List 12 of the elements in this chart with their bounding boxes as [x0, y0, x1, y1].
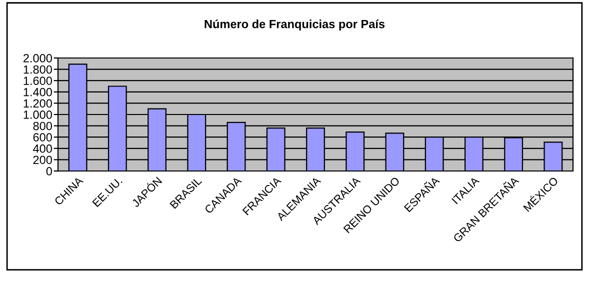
y-tick-label: 800 — [33, 122, 52, 130]
y-tick-label: 1.000 — [24, 110, 52, 119]
y-tick-label: 600 — [33, 133, 52, 142]
y-tick-label: 1.800 — [24, 65, 52, 74]
y-tick-label: 1.200 — [24, 99, 52, 108]
y-tick-label: 400 — [33, 144, 52, 153]
y-tick-label: 1.600 — [24, 76, 52, 85]
y-tick-label: 200 — [33, 156, 52, 164]
y-tick-label: 1.400 — [24, 88, 52, 96]
y-tick-label: 0 — [46, 167, 52, 176]
chart-title: Número de Franquicias por País — [204, 19, 385, 31]
y-tick-label: 2.000 — [24, 54, 52, 62]
